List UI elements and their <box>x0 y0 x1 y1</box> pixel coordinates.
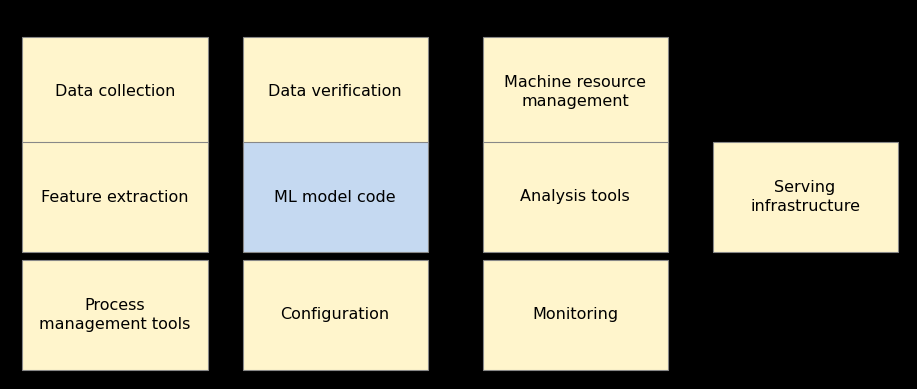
Text: Data verification: Data verification <box>268 84 402 100</box>
FancyBboxPatch shape <box>482 37 668 147</box>
Text: ML model code: ML model code <box>274 189 396 205</box>
FancyBboxPatch shape <box>242 260 427 370</box>
FancyBboxPatch shape <box>23 260 207 370</box>
FancyBboxPatch shape <box>482 260 668 370</box>
Text: Machine resource
management: Machine resource management <box>504 75 646 109</box>
Text: Data collection: Data collection <box>55 84 175 100</box>
FancyBboxPatch shape <box>713 142 898 252</box>
Text: Analysis tools: Analysis tools <box>520 189 630 205</box>
FancyBboxPatch shape <box>242 142 427 252</box>
FancyBboxPatch shape <box>23 37 207 147</box>
FancyBboxPatch shape <box>23 142 207 252</box>
Text: Configuration: Configuration <box>281 307 390 322</box>
FancyBboxPatch shape <box>242 37 427 147</box>
Text: Serving
infrastructure: Serving infrastructure <box>750 180 860 214</box>
Text: Feature extraction: Feature extraction <box>41 189 189 205</box>
Text: Monitoring: Monitoring <box>532 307 618 322</box>
FancyBboxPatch shape <box>482 142 668 252</box>
Text: Process
management tools: Process management tools <box>39 298 191 332</box>
